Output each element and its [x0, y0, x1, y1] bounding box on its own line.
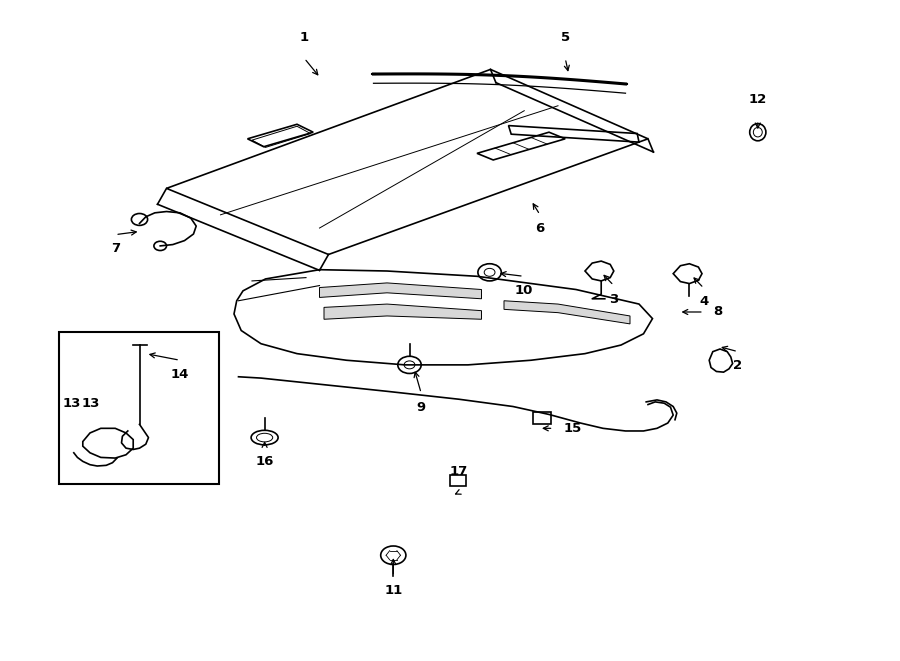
Text: 17: 17	[450, 465, 468, 478]
Bar	[58, 332, 219, 484]
Polygon shape	[324, 304, 482, 319]
Text: 14: 14	[171, 368, 189, 381]
Polygon shape	[320, 283, 482, 299]
Polygon shape	[504, 301, 630, 324]
Text: 4: 4	[699, 295, 708, 309]
Text: 9: 9	[417, 401, 426, 414]
Text: 11: 11	[384, 584, 402, 597]
Text: 5: 5	[561, 30, 570, 44]
Text: 13: 13	[82, 397, 100, 410]
Bar	[450, 475, 466, 486]
Text: 15: 15	[563, 422, 581, 435]
Text: 6: 6	[536, 222, 544, 235]
Text: 8: 8	[714, 305, 723, 319]
Text: 13: 13	[63, 397, 81, 410]
Text: 16: 16	[256, 455, 274, 469]
Text: 1: 1	[300, 30, 309, 44]
Text: 12: 12	[749, 93, 767, 106]
Text: 7: 7	[111, 242, 120, 255]
Text: 3: 3	[609, 293, 618, 306]
Text: 2: 2	[734, 359, 742, 372]
Text: 10: 10	[515, 284, 533, 297]
Bar	[533, 412, 551, 424]
